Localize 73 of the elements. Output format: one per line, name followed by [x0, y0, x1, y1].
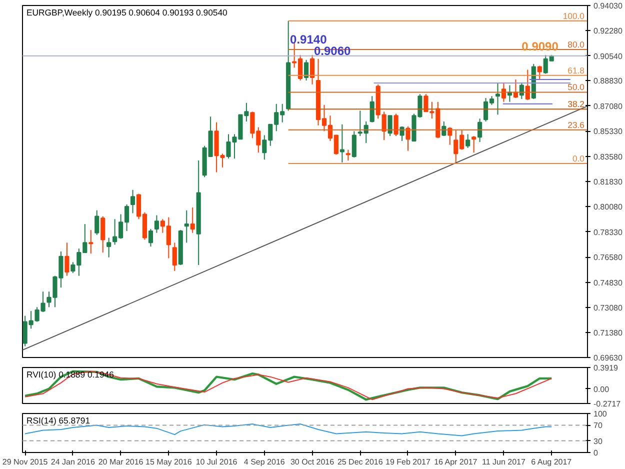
candlestick	[190, 206, 195, 234]
candlestick	[340, 124, 344, 163]
y-tick-label: 0.73080	[594, 304, 623, 313]
x-tick-label: 29 Nov 2015	[2, 458, 48, 466]
y-tick-label: 0.80080	[594, 202, 623, 212]
y-tick-label: 0.85330	[594, 127, 623, 136]
y-tick-label: 0.83580	[594, 152, 623, 162]
x-tick-label: 11 Jun 2017	[482, 458, 526, 466]
candlestick	[495, 82, 500, 116]
annotation: 0.9140	[290, 32, 328, 46]
series-label: 0.0	[572, 153, 585, 164]
series-label: 100.0	[562, 10, 585, 21]
candlestick	[466, 134, 470, 148]
candlestick	[100, 216, 106, 253]
x-tick-label: 19 Feb 2017	[386, 458, 432, 466]
x-tick-label: 4 Sep 2016	[244, 458, 286, 466]
candlestick	[310, 54, 315, 85]
x-tick-label: 15 May 2016	[146, 458, 192, 466]
y-tick-label: 70	[594, 421, 603, 430]
y-tick-label: 0.76580	[594, 253, 623, 262]
y-tick-label: 0.88830	[594, 76, 623, 86]
series-label: 80.0	[568, 40, 585, 50]
series-label: 23.6	[568, 120, 585, 130]
y-tick-label: 0.92280	[594, 26, 623, 36]
series-label: 38.2	[568, 99, 585, 110]
candlestick	[394, 113, 398, 137]
candlestick	[388, 115, 392, 137]
candlestick	[525, 69, 530, 100]
x-tick-label: 30 Oct 2016	[290, 458, 335, 466]
y-tick-label: 0.90540	[594, 52, 623, 61]
series-label: 61.8	[568, 65, 585, 76]
candlestick	[106, 237, 112, 258]
candlestick	[352, 130, 356, 158]
y-tick-label: 0	[594, 448, 598, 458]
candlestick	[304, 59, 309, 82]
y-tick-label: 100	[594, 410, 608, 418]
line-series	[24, 424, 552, 436]
candlestick	[172, 242, 177, 272]
y-tick-label: 0.00	[594, 384, 610, 394]
candlestick	[64, 242, 70, 276]
candlestick	[346, 149, 350, 162]
candlestick	[184, 210, 189, 244]
y-tick-label: 0.3919	[594, 364, 619, 372]
candlestick	[501, 82, 506, 102]
chart-title: RSI(14) 65.8791	[26, 416, 90, 426]
y-tick-label: 0.94030	[594, 2, 623, 10]
candlestick	[400, 126, 404, 142]
y-tick-label: 30	[594, 436, 603, 446]
y-tick-label: 0.69630	[594, 354, 623, 362]
series-label: 50.0	[568, 82, 585, 92]
x-tick-label: 10 Jul 2016	[196, 458, 238, 466]
y-tick-label: 0.87080	[594, 102, 623, 111]
x-tick-label: 20 Mar 2016	[98, 458, 144, 466]
y-tick-label: -0.2717	[594, 400, 622, 408]
x-tick-label: 24 Jan 2016	[50, 458, 96, 466]
chart-title: EURGBP,Weekly 0.90195 0.90604 0.90193 0.90540	[26, 8, 228, 18]
y-tick-label: 0.78330	[594, 228, 623, 237]
candlestick	[537, 65, 542, 80]
x-tick-label: 25 Dec 2016	[337, 458, 384, 466]
y-tick-label: 0.74830	[594, 278, 623, 288]
candlestick	[478, 118, 482, 142]
y-tick-label: 0.81830	[594, 178, 623, 186]
candlestick	[148, 228, 154, 248]
candlestick	[94, 210, 100, 236]
candlestick	[154, 214, 159, 234]
y-tick-label: 0.71380	[594, 328, 623, 338]
candlestick	[370, 96, 374, 123]
candlestick	[130, 189, 136, 214]
x-tick-label: 6 Aug 2017	[531, 458, 572, 466]
candlestick	[406, 126, 410, 152]
x-tick-label: 16 Apr 2017	[434, 458, 478, 466]
candlestick	[88, 229, 94, 254]
candlestick	[472, 136, 476, 154]
